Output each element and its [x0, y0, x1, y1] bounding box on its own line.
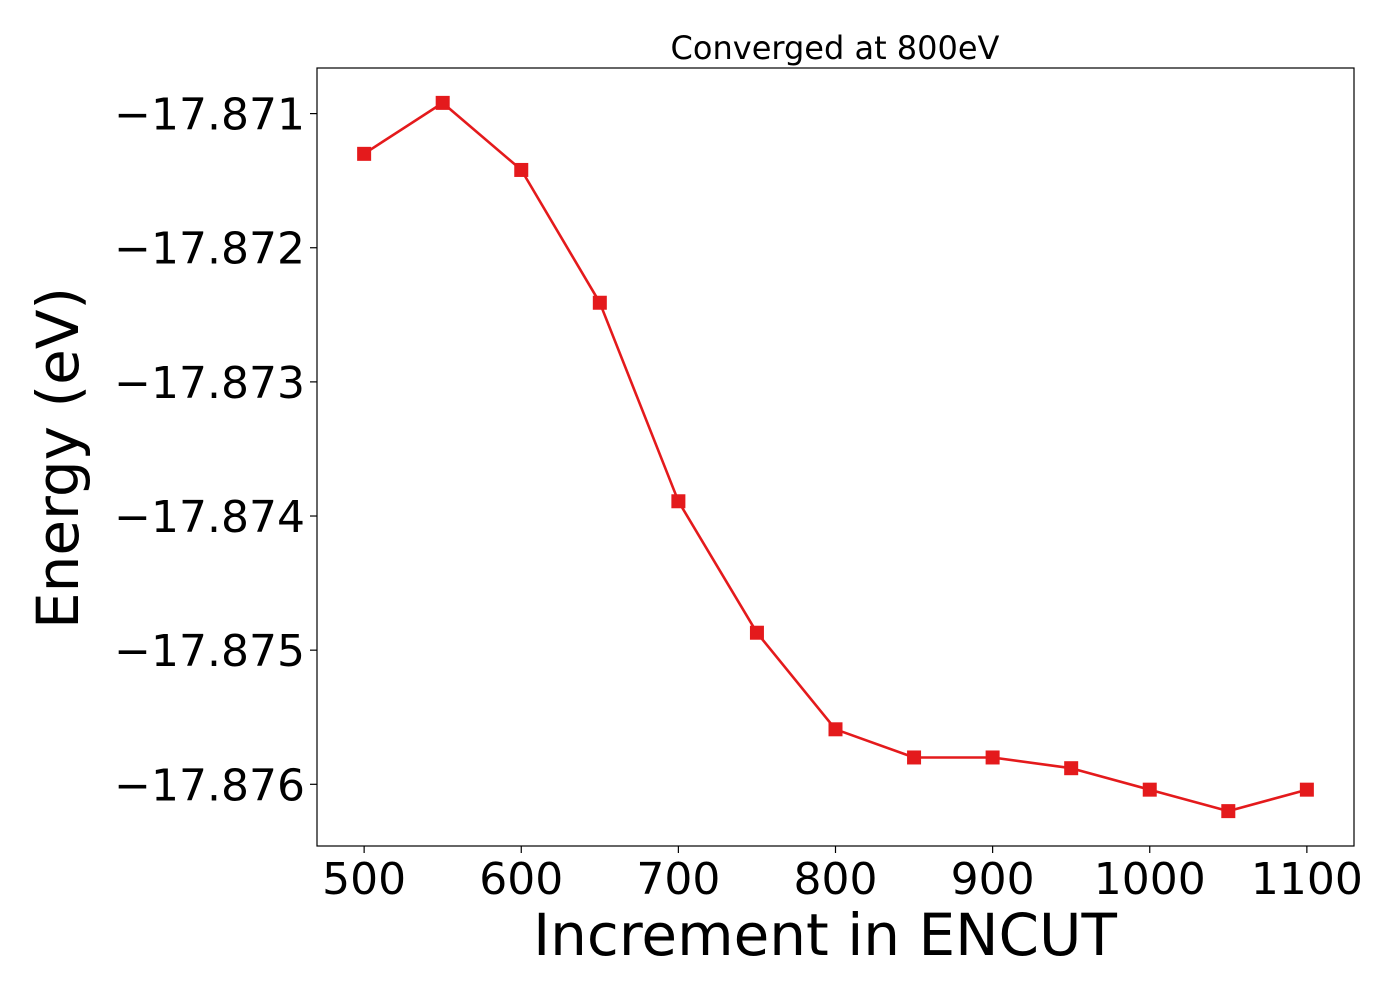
- chart-title: Converged at 800eV: [671, 29, 1000, 67]
- y-tick-label: −17.871: [114, 90, 305, 141]
- data-point-marker: [357, 146, 372, 161]
- x-tick-label: 900: [951, 854, 1035, 905]
- data-point-marker: [435, 95, 450, 110]
- data-point-marker: [985, 750, 1000, 765]
- y-tick-label: −17.872: [114, 224, 305, 275]
- x-tick-label: 1000: [1094, 854, 1206, 905]
- x-tick-label: 800: [794, 854, 878, 905]
- data-point-marker: [1299, 782, 1314, 797]
- y-tick-label: −17.875: [114, 626, 305, 677]
- data-point-marker: [907, 750, 922, 765]
- data-point-marker: [1221, 804, 1236, 819]
- x-axis-label: Increment in ENCUT: [533, 901, 1117, 969]
- data-point-marker: [828, 722, 843, 737]
- x-tick-label: 600: [479, 854, 563, 905]
- data-point-marker: [1142, 782, 1157, 797]
- data-point-marker: [592, 295, 607, 310]
- x-tick-label: 1100: [1251, 854, 1363, 905]
- data-point-marker: [1064, 761, 1079, 776]
- data-point-marker: [514, 162, 529, 177]
- y-tick-label: −17.874: [114, 492, 305, 543]
- plot-area: 500 600 700 800 900 1000 1100 −17.871 −17.872 −17…: [114, 67, 1363, 905]
- x-tick-label: 500: [322, 854, 406, 905]
- x-tick-label: 700: [636, 854, 720, 905]
- y-tick-label: −17.876: [114, 760, 305, 811]
- y-axis-label: Energy (eV): [24, 287, 92, 629]
- y-tick-label: −17.873: [114, 358, 305, 409]
- data-point-marker: [671, 494, 686, 509]
- data-point-marker: [749, 625, 764, 640]
